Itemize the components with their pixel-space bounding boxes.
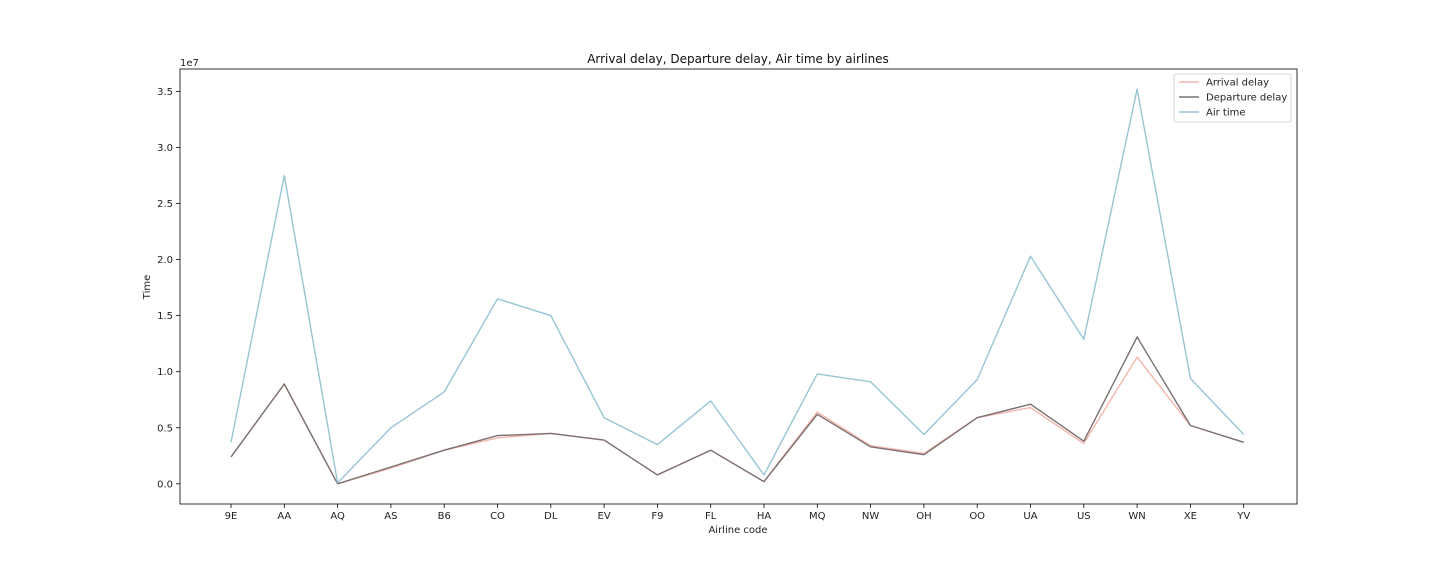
x-tick-label: DL — [544, 511, 558, 522]
legend-label: Air time — [1206, 108, 1246, 119]
x-tick-label: F9 — [651, 511, 663, 522]
x-axis: 9E AA AQ AS B6 CO DL EV F9 FL HA MQ NW OH OO UA US WN XE YV — [225, 504, 1250, 522]
x-tick-label: OH — [916, 511, 931, 522]
x-tick-label: EV — [598, 511, 611, 522]
series-line-air-time — [230, 88, 1245, 484]
x-tick-label: XE — [1184, 511, 1197, 522]
y-tick-label: 2.5 — [157, 199, 173, 210]
x-tick-label: AS — [384, 511, 397, 522]
y-tick-label: 1.0 — [157, 367, 173, 378]
x-tick-label: YV — [1236, 511, 1250, 522]
legend-box — [1173, 73, 1292, 123]
x-tick-label: MQ — [809, 511, 826, 522]
y-tick-label: 0.5 — [157, 423, 173, 434]
x-axis-label: Airline code — [708, 525, 767, 536]
x-tick-label: FL — [705, 511, 717, 522]
x-tick-label: AA — [277, 511, 291, 522]
x-tick-label: CO — [490, 511, 505, 522]
y-tick-label: 0.0 — [157, 479, 173, 490]
legend: Arrival delay Departure delay Air time — [1173, 73, 1292, 123]
x-tick-label: HA — [757, 511, 772, 522]
x-tick-label: 9E — [225, 511, 238, 522]
y-tick-label: 2.0 — [157, 255, 173, 266]
x-tick-label: NW — [862, 511, 879, 522]
plot-area — [179, 68, 1298, 505]
y-axis: 0.0 0.5 1.0 1.5 2.0 2.5 3.0 3.5 — [157, 87, 180, 490]
x-tick-label: AQ — [330, 511, 345, 522]
y-tick-label: 1.5 — [157, 311, 173, 322]
series-line-arrival-delay — [230, 356, 1244, 485]
y-tick-label: 3.5 — [157, 87, 173, 98]
legend-label: Departure delay — [1206, 93, 1287, 104]
legend-label: Arrival delay — [1206, 78, 1269, 89]
y-axis-label: Time — [142, 275, 153, 300]
series-line-departure-delay — [230, 336, 1244, 485]
x-tick-label: UA — [1023, 511, 1037, 522]
chart-title: Arrival delay, Departure delay, Air time… — [587, 52, 889, 66]
y-tick-label: 3.0 — [157, 143, 173, 154]
x-tick-label: WN — [1128, 511, 1145, 522]
x-tick-label: OO — [969, 511, 985, 522]
y-multiplier-label: 1e7 — [180, 58, 199, 69]
series-layer — [230, 88, 1245, 485]
x-tick-label: B6 — [438, 511, 451, 522]
x-tick-label: US — [1077, 511, 1091, 522]
